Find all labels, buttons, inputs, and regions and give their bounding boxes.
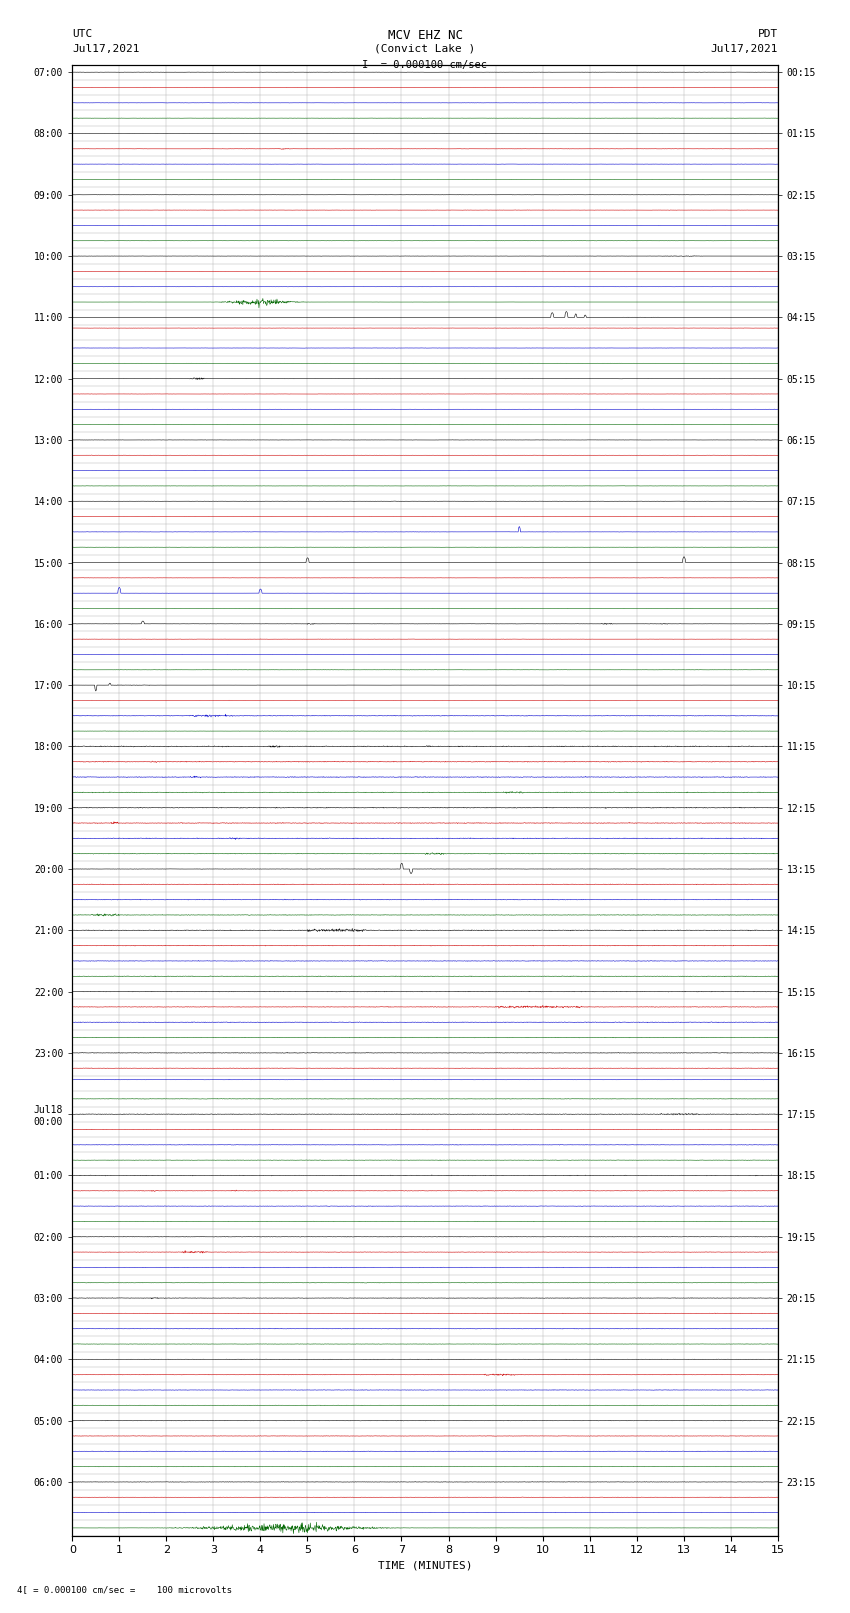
- Text: Jul17,2021: Jul17,2021: [711, 44, 778, 53]
- Text: Jul17,2021: Jul17,2021: [72, 44, 139, 53]
- Text: PDT: PDT: [757, 29, 778, 39]
- Text: I  = 0.000100 cm/sec: I = 0.000100 cm/sec: [362, 60, 488, 69]
- Text: 4[ = 0.000100 cm/sec =    100 microvolts: 4[ = 0.000100 cm/sec = 100 microvolts: [17, 1584, 232, 1594]
- Text: UTC: UTC: [72, 29, 93, 39]
- Text: (Convict Lake ): (Convict Lake ): [374, 44, 476, 53]
- Text: MCV EHZ NC: MCV EHZ NC: [388, 29, 462, 42]
- X-axis label: TIME (MINUTES): TIME (MINUTES): [377, 1561, 473, 1571]
